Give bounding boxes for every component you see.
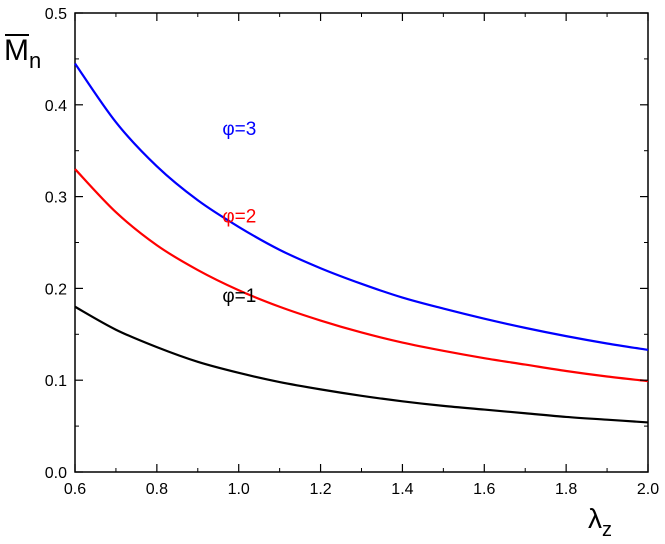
y-tick-label: 0.5	[45, 6, 67, 23]
x-axis-title-sub: z	[602, 519, 612, 541]
series-labels: φ=1 φ=2 φ=3	[222, 119, 256, 307]
series-line-2	[74, 168, 649, 383]
series-line-1	[74, 305, 649, 424]
y-tick-label: 0.2	[45, 281, 67, 298]
x-tick-label: 0.6	[64, 481, 86, 498]
x-axis-ticks: 0.6 0.8 1.0 1.2 1.4 1.6 1.8 2.0	[64, 13, 659, 498]
y-axis-title-main: M	[4, 34, 29, 67]
series-label-1: φ=1	[222, 286, 256, 307]
y-axis-title: Mn	[4, 34, 41, 73]
y-tick-label: 0.3	[45, 190, 67, 207]
y-axis-ticks: 0.0 0.1 0.2 0.3 0.4 0.5	[45, 6, 648, 482]
x-tick-label: 1.2	[309, 481, 331, 498]
y-tick-label: 0.1	[45, 373, 67, 390]
x-tick-label: 0.8	[146, 481, 168, 498]
series-line-3	[74, 62, 649, 351]
x-tick-label: 1.6	[473, 481, 495, 498]
series-lines	[74, 62, 649, 424]
plot-area	[74, 12, 649, 473]
x-axis-title: λz	[588, 503, 612, 541]
series-label-3: φ=3	[222, 119, 256, 140]
x-tick-label: 1.4	[391, 481, 413, 498]
x-tick-label: 2.0	[637, 481, 659, 498]
y-axis-title-sub: n	[29, 48, 41, 73]
x-tick-label: 1.0	[228, 481, 250, 498]
x-tick-label: 1.8	[555, 481, 577, 498]
y-tick-label: 0.0	[45, 465, 67, 482]
plot-frame	[74, 12, 649, 473]
series-label-2: φ=2	[222, 206, 256, 227]
y-tick-label: 0.4	[45, 98, 67, 115]
x-axis-title-main: λ	[588, 503, 602, 534]
